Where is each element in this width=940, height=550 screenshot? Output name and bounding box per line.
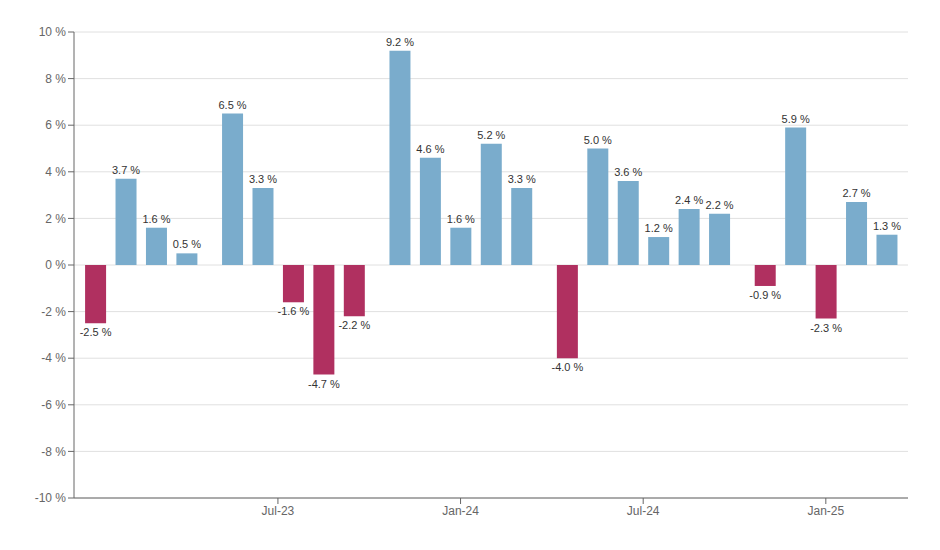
svg-text:5.0 %: 5.0 %: [584, 134, 612, 146]
svg-text:-1.6 %: -1.6 %: [278, 305, 310, 317]
svg-text:5.9 %: 5.9 %: [782, 113, 810, 125]
svg-text:-2 %: -2 %: [41, 305, 66, 319]
svg-text:1.6 %: 1.6 %: [142, 213, 170, 225]
svg-text:9.2 %: 9.2 %: [386, 36, 414, 48]
svg-text:Jul-24: Jul-24: [627, 504, 660, 518]
svg-text:Jan-24: Jan-24: [442, 504, 479, 518]
svg-text:-2.2 %: -2.2 %: [338, 319, 370, 331]
svg-text:5.2 %: 5.2 %: [477, 129, 505, 141]
svg-text:-2.5 %: -2.5 %: [80, 326, 112, 338]
svg-text:10 %: 10 %: [39, 25, 67, 39]
svg-text:6 %: 6 %: [45, 118, 66, 132]
svg-text:3.3 %: 3.3 %: [508, 173, 536, 185]
svg-text:1.3 %: 1.3 %: [873, 220, 901, 232]
svg-text:1.2 %: 1.2 %: [645, 222, 673, 234]
svg-text:1.6 %: 1.6 %: [447, 213, 475, 225]
svg-text:Jan-25: Jan-25: [807, 504, 844, 518]
svg-text:3.7 %: 3.7 %: [112, 164, 140, 176]
svg-text:2.7 %: 2.7 %: [842, 187, 870, 199]
svg-text:8 %: 8 %: [45, 72, 66, 86]
svg-text:-4 %: -4 %: [41, 351, 66, 365]
svg-text:-4.7 %: -4.7 %: [308, 378, 340, 390]
svg-text:3.6 %: 3.6 %: [614, 166, 642, 178]
svg-text:6.5 %: 6.5 %: [218, 99, 246, 111]
svg-text:-4.0 %: -4.0 %: [551, 361, 583, 373]
svg-text:-10 %: -10 %: [35, 491, 67, 505]
svg-text:4.6 %: 4.6 %: [416, 143, 444, 155]
svg-text:0 %: 0 %: [45, 258, 66, 272]
svg-text:-2.3 %: -2.3 %: [810, 322, 842, 334]
svg-text:-6 %: -6 %: [41, 398, 66, 412]
svg-text:0.5 %: 0.5 %: [173, 238, 201, 250]
svg-text:-0.9 %: -0.9 %: [749, 289, 781, 301]
svg-text:-8 %: -8 %: [41, 445, 66, 459]
svg-text:2.4 %: 2.4 %: [675, 194, 703, 206]
svg-text:2.2 %: 2.2 %: [705, 199, 733, 211]
svg-text:4 %: 4 %: [45, 165, 66, 179]
svg-text:Jul-23: Jul-23: [262, 504, 295, 518]
svg-text:2 %: 2 %: [45, 212, 66, 226]
svg-text:3.3 %: 3.3 %: [249, 173, 277, 185]
